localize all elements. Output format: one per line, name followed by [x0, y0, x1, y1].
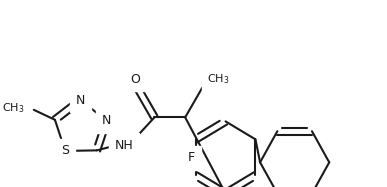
- Text: CH$_3$: CH$_3$: [2, 101, 24, 115]
- Text: O: O: [130, 73, 140, 86]
- Text: F: F: [188, 151, 195, 164]
- Text: NH: NH: [114, 139, 133, 152]
- Text: CH$_3$: CH$_3$: [207, 72, 230, 86]
- Text: N: N: [102, 114, 111, 127]
- Text: N: N: [76, 94, 85, 107]
- Text: S: S: [61, 144, 69, 157]
